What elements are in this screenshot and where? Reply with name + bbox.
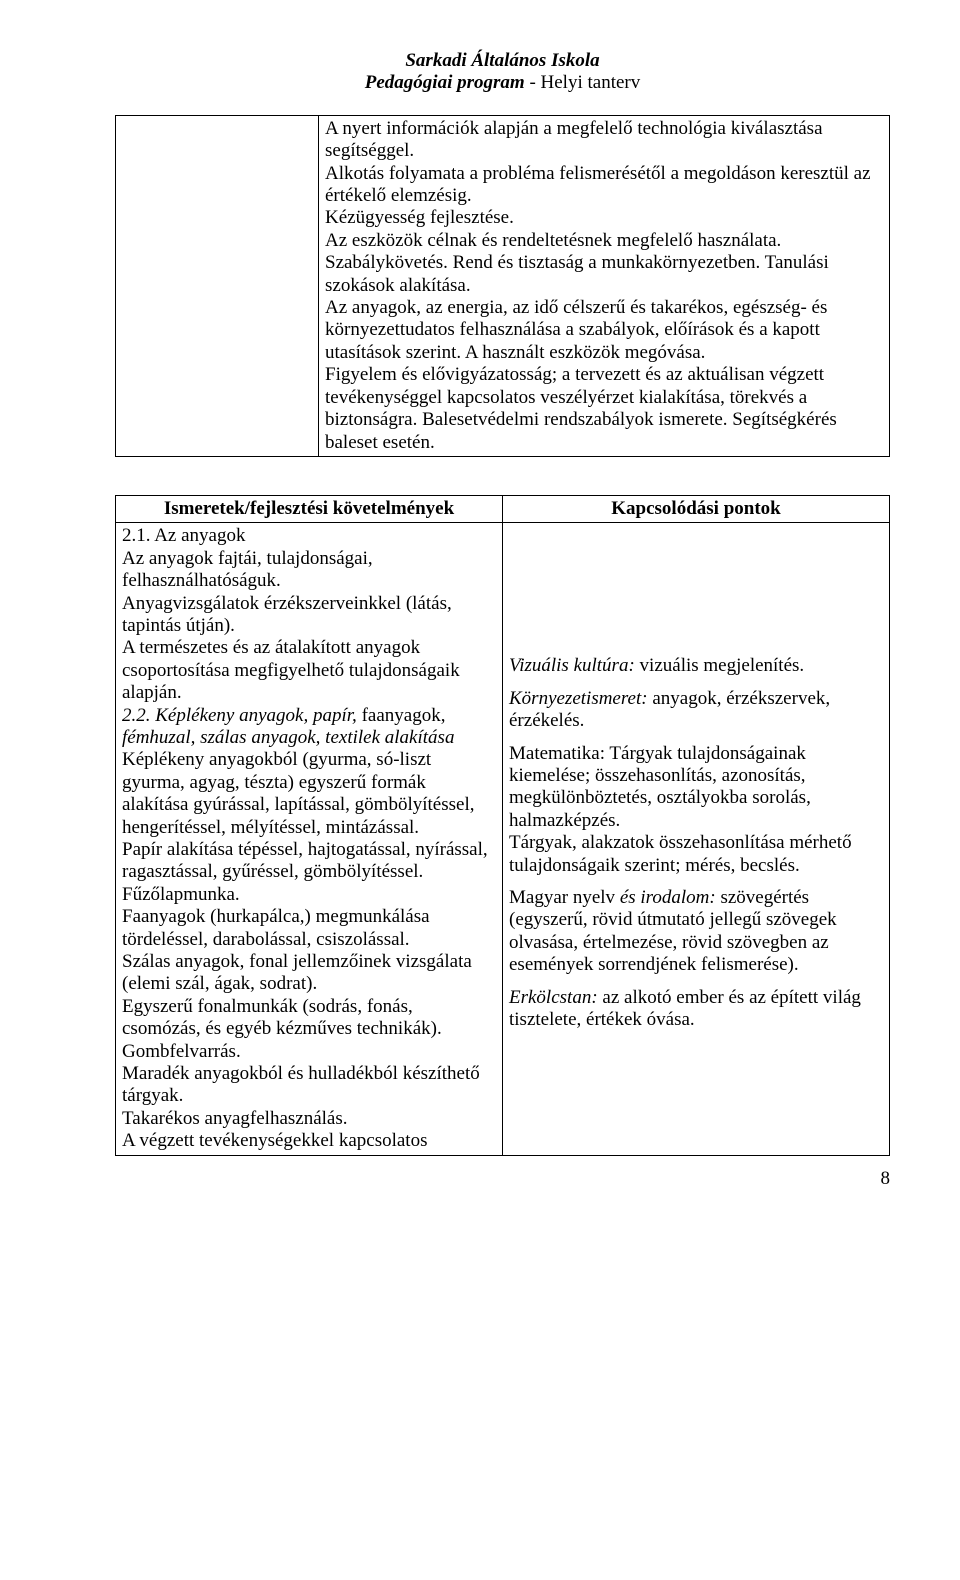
link-visual-text: vizuális megjelenítés.	[635, 655, 804, 676]
link-visual: Vizuális kultúra: vizuális megjelenítés.	[509, 655, 883, 677]
top-box-content: A nyert információk alapján a megfelelő …	[319, 115, 890, 456]
section-21: 2.1. Az anyagok Az anyagok fajtái, tulaj…	[122, 525, 496, 704]
section-21-title: 2.1. Az anyagok	[122, 525, 245, 546]
page-number: 8	[115, 1168, 890, 1190]
right-cell: Vizuális kultúra: vizuális megjelenítés.…	[503, 523, 890, 1155]
link-hungarian-label-it: és irodalom:	[615, 887, 716, 908]
link-hungarian: Magyar nyelv és irodalom: szövegértés (e…	[509, 887, 883, 977]
link-hungarian-label: Magyar nyelv	[509, 887, 615, 908]
link-math-label: Matematika	[509, 743, 600, 764]
doc-title-bold: Pedagógiai program	[365, 72, 525, 93]
top-info-box: A nyert információk alapján a megfelelő …	[115, 115, 890, 457]
page-header: Sarkadi Általános Iskola Pedagógiai prog…	[115, 50, 890, 95]
requirements-table: Ismeretek/fejlesztési követelmények Kapc…	[115, 495, 890, 1156]
link-math: Matematika: Tárgyak tulajdonságainak kie…	[509, 743, 883, 877]
doc-title: Pedagógiai program - Helyi tanterv	[115, 72, 890, 94]
link-env-label: Környezetismeret:	[509, 688, 648, 709]
top-box-text: A nyert információk alapján a megfelelő …	[325, 118, 883, 454]
section-22-title-rest1: faanyagok,	[362, 705, 446, 726]
school-name: Sarkadi Általános Iskola	[115, 50, 890, 72]
doc-title-rest: Helyi tanterv	[541, 72, 641, 93]
section-22-body: Képlékeny anyagokból (gyurma, só-liszt g…	[122, 749, 488, 1151]
link-env: Környezetismeret: anyagok, érzékszervek,…	[509, 688, 883, 733]
doc-title-sep: -	[525, 72, 541, 93]
top-box-empty-cell	[116, 115, 319, 456]
section-21-body: Az anyagok fajtái, tulajdonságai, felhas…	[122, 548, 460, 703]
col-header-right: Kapcsolódási pontok	[503, 495, 890, 522]
col-header-left: Ismeretek/fejlesztési követelmények	[116, 495, 503, 522]
left-cell: 2.1. Az anyagok Az anyagok fajtái, tulaj…	[116, 523, 503, 1155]
link-ethics: Erkölcstan: az alkotó ember és az építet…	[509, 987, 883, 1032]
section-22: 2.2. Képlékeny anyagok, papír, faanyagok…	[122, 705, 496, 1153]
link-ethics-label: Erkölcstan:	[509, 987, 598, 1008]
section-22-title-it1: 2.2. Képlékeny anyagok, papír,	[122, 705, 362, 726]
link-visual-label: Vizuális kultúra:	[509, 655, 635, 676]
section-22-title-it2: fémhuzal, szálas anyagok, textilek alakí…	[122, 727, 454, 748]
